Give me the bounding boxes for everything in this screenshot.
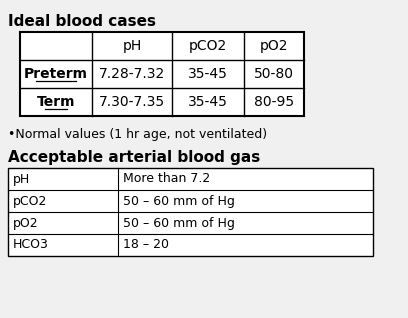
Text: pCO2: pCO2 [13,195,47,208]
Text: 35-45: 35-45 [188,95,228,109]
Text: •Normal values (1 hr age, not ventilated): •Normal values (1 hr age, not ventilated… [8,128,267,141]
Text: 50 – 60 mm of Hg: 50 – 60 mm of Hg [123,217,235,230]
Text: 18 – 20: 18 – 20 [123,238,169,252]
Text: 80-95: 80-95 [254,95,294,109]
Text: 50-80: 50-80 [254,67,294,81]
Text: Acceptable arterial blood gas: Acceptable arterial blood gas [8,150,260,165]
Bar [20,32,304,116]
Text: 7.28-7.32: 7.28-7.32 [99,67,165,81]
Bar [8,168,373,256]
Text: pCO2: pCO2 [189,39,227,53]
Text: 50 – 60 mm of Hg: 50 – 60 mm of Hg [123,195,235,208]
Text: Ideal blood cases: Ideal blood cases [8,14,156,29]
Text: pH: pH [13,172,30,185]
Text: pO2: pO2 [260,39,288,53]
Text: Term: Term [37,95,75,109]
Text: Preterm: Preterm [24,67,88,81]
Text: More than 7.2: More than 7.2 [123,172,210,185]
Text: pO2: pO2 [13,217,39,230]
Text: 35-45: 35-45 [188,67,228,81]
Text: 7.30-7.35: 7.30-7.35 [99,95,165,109]
Text: pH: pH [122,39,142,53]
Text: HCO3: HCO3 [13,238,49,252]
